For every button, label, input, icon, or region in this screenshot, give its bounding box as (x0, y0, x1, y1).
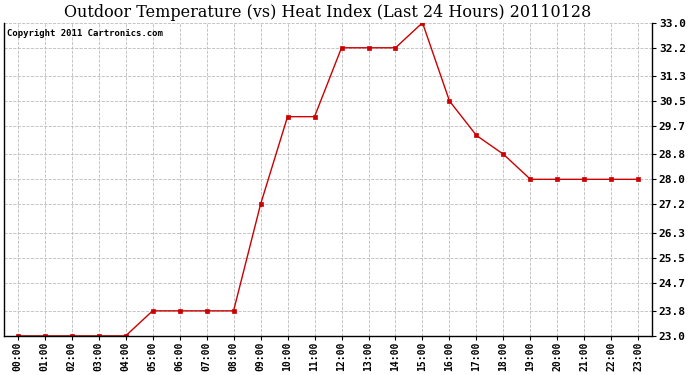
Text: Copyright 2011 Cartronics.com: Copyright 2011 Cartronics.com (8, 29, 164, 38)
Title: Outdoor Temperature (vs) Heat Index (Last 24 Hours) 20110128: Outdoor Temperature (vs) Heat Index (Las… (64, 4, 591, 21)
